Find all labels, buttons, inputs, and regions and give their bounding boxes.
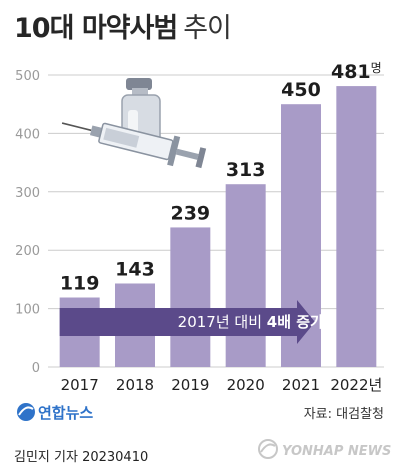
value-number: 143: [115, 258, 155, 280]
x-tick-2021: 2021: [282, 376, 320, 394]
value-number: 450: [281, 79, 321, 101]
value-number: 313: [226, 159, 266, 181]
vial-cap: [126, 78, 152, 90]
x-tick-2022: 2022년: [330, 376, 382, 394]
bar-2020: [225, 184, 266, 367]
vial-neck: [132, 88, 148, 96]
value-labels: 119 143 239 313 450 481명: [60, 61, 382, 294]
value-number: 481: [331, 61, 371, 83]
value-label-2017: 119: [60, 273, 100, 295]
syringe-thumb-rest: [195, 147, 207, 169]
bar-2019: [170, 227, 211, 367]
value-number: 239: [170, 202, 210, 224]
yonhap-watermark: YONHAP NEWS: [258, 439, 391, 459]
value-number: 119: [60, 273, 100, 295]
title-main: 10대 마약사범: [14, 13, 178, 44]
source-text: 자료: 대검찰청: [304, 407, 384, 422]
x-tick-label: 2022: [330, 376, 368, 394]
syringe-flange: [167, 135, 181, 167]
yonhap-logo-text: 연합뉴스: [38, 404, 93, 422]
x-tick-2019: 2019: [171, 376, 209, 394]
y-tick-label: 500: [15, 69, 40, 84]
y-axis: 0 100 200 300 400 500: [15, 69, 40, 376]
x-tick-label: 2020: [227, 376, 265, 394]
y-tick-label: 100: [15, 303, 40, 318]
value-unit: 명: [371, 61, 382, 75]
y-tick-label: 400: [15, 127, 40, 142]
x-axis-labels: 2017 2018 2019 2020 2021 2022년: [61, 376, 383, 394]
title-subtitle: 추이: [183, 13, 232, 44]
value-label-2021: 450: [281, 79, 321, 101]
value-label-2019: 239: [170, 202, 210, 224]
watermark-swoosh: [260, 443, 276, 453]
x-tick-unit: 년: [369, 376, 383, 394]
x-tick-label: 2017: [61, 376, 99, 394]
watermark-mark: [258, 439, 278, 459]
growth-arrow-shape: [59, 300, 315, 344]
x-tick-2020: 2020: [227, 376, 265, 394]
chart-title: 10대 마약사범 추이: [14, 6, 232, 45]
y-tick-label: 200: [15, 244, 40, 259]
growth-arrow: 2017년 대비 4배 증가: [59, 300, 324, 344]
syringe-hub: [89, 125, 103, 138]
x-tick-label: 2019: [171, 376, 209, 394]
yonhap-logo: 연합뉴스: [17, 403, 93, 422]
yonhap-logo-swoosh: [18, 406, 34, 416]
growth-arrow-label: 2017년 대비 4배 증가: [178, 313, 324, 331]
syringe-plunger: [175, 148, 199, 160]
yonhap-logo-mark: [17, 403, 35, 421]
bar-2022: [336, 86, 377, 367]
x-tick-label: 2018: [116, 376, 154, 394]
syringe-liquid: [103, 127, 140, 148]
annotation-prefix: 2017년 대비: [178, 313, 267, 331]
y-tick-label: 300: [15, 186, 40, 201]
syringe-needle: [61, 122, 92, 132]
value-label-2022: 481명: [331, 61, 382, 83]
value-label-2018: 143: [115, 258, 155, 280]
syringe-vial-illustration: [61, 78, 207, 169]
reporter-credit: 김민지 기자 20230410: [14, 450, 149, 465]
x-tick-label: 2021: [282, 376, 320, 394]
syringe: [61, 122, 207, 169]
y-tick-label: 0: [32, 361, 40, 376]
watermark-text: YONHAP NEWS: [282, 444, 391, 459]
value-label-2020: 313: [226, 159, 266, 181]
x-tick-2017: 2017: [61, 376, 99, 394]
annotation-emphasis: 4배 증가: [267, 313, 324, 331]
x-tick-2018: 2018: [116, 376, 154, 394]
